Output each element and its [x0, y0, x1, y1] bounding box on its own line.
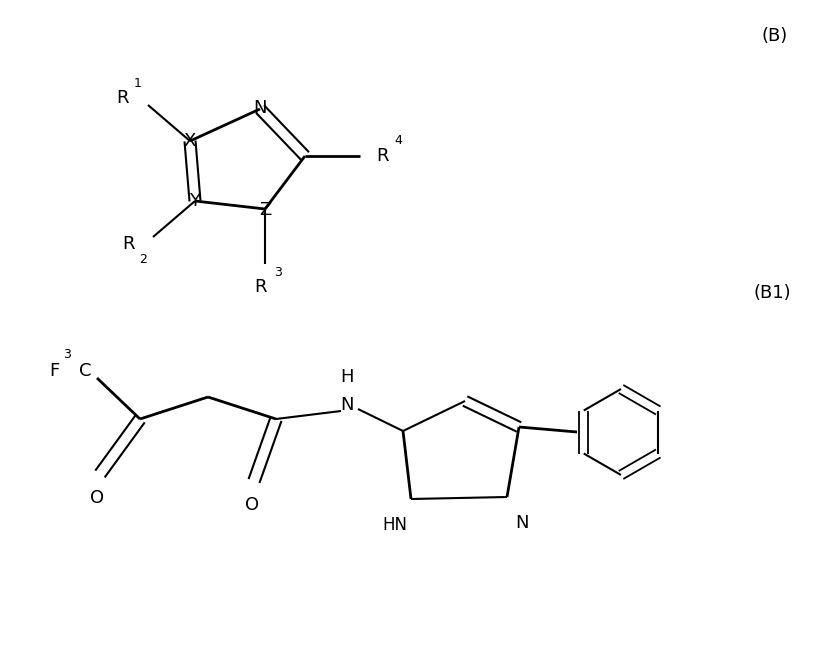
Text: (B): (B) [761, 27, 788, 45]
Text: 3: 3 [274, 266, 282, 278]
Text: Y: Y [190, 192, 200, 210]
Text: HN: HN [383, 516, 408, 534]
Text: O: O [245, 496, 259, 514]
Text: R: R [375, 147, 389, 165]
Text: R: R [122, 235, 134, 253]
Text: 1: 1 [134, 77, 142, 89]
Text: N: N [516, 514, 529, 532]
Text: F: F [49, 362, 59, 380]
Text: 3: 3 [64, 348, 72, 360]
Text: O: O [90, 489, 104, 507]
Text: C: C [78, 362, 92, 380]
Text: R: R [255, 278, 267, 296]
Text: H: H [340, 368, 354, 386]
Text: 2: 2 [139, 253, 147, 266]
Text: N: N [253, 99, 266, 117]
Text: X: X [184, 132, 196, 150]
Text: Z: Z [259, 201, 271, 219]
Text: N: N [340, 396, 354, 414]
Text: (B1): (B1) [753, 284, 791, 302]
Text: 4: 4 [394, 134, 402, 147]
Text: R: R [117, 89, 130, 107]
